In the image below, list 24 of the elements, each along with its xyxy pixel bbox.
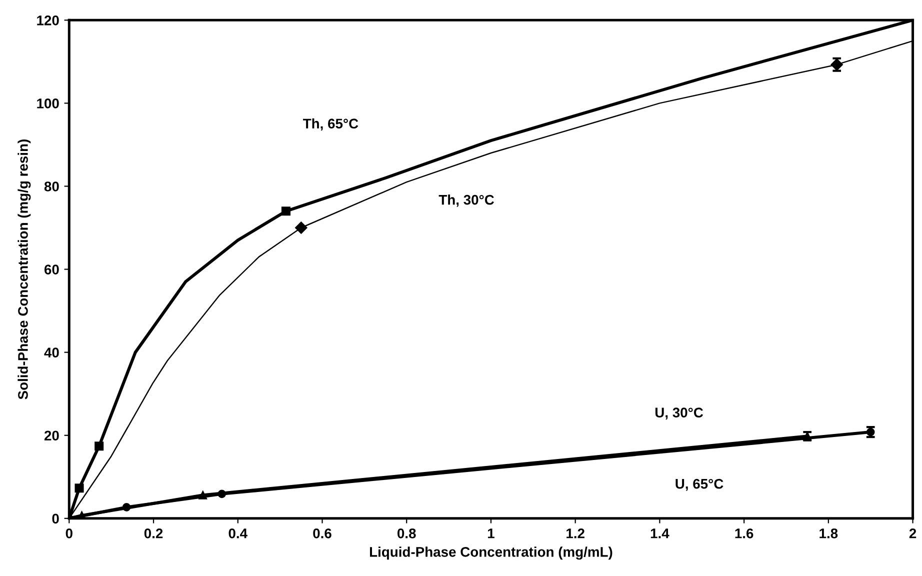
annotation: U, 65°C <box>676 478 724 491</box>
annotation: Th, 30°C <box>438 194 494 207</box>
x-tick-label: 1.8 <box>820 528 838 538</box>
x-axis-title: Liquid-Phase Concentration (mg/mL) <box>370 546 612 560</box>
y-tick-label: 20 <box>44 430 59 441</box>
y-tick-label: 60 <box>44 264 59 274</box>
y-axis-title: Solid-Phase Concentration (mg/g resin) <box>18 140 31 400</box>
x-tick-label: 0.2 <box>144 528 163 538</box>
x-tick-label: 0.6 <box>313 528 332 538</box>
y-tick-label: 40 <box>44 348 59 358</box>
x-tick-label: 1.4 <box>650 528 670 538</box>
annotation: U, 30°C <box>655 408 704 420</box>
x-tick-label: 1.2 <box>566 528 584 538</box>
x-tick-label: 0 <box>66 528 72 538</box>
x-tick-label: 0.4 <box>228 528 248 538</box>
x-tick-label: 1 <box>488 528 494 538</box>
annotation: Th, 65°C <box>302 118 358 131</box>
y-tick-label: 100 <box>37 98 59 108</box>
x-tick-label: 0.8 <box>398 528 416 538</box>
x-tick-label: 1.6 <box>735 528 754 538</box>
y-tick-label: 120 <box>37 15 59 26</box>
x-tick-label: 2 <box>909 528 916 538</box>
y-tick-label: 80 <box>44 182 59 192</box>
y-tick-label: 0 <box>52 514 59 524</box>
